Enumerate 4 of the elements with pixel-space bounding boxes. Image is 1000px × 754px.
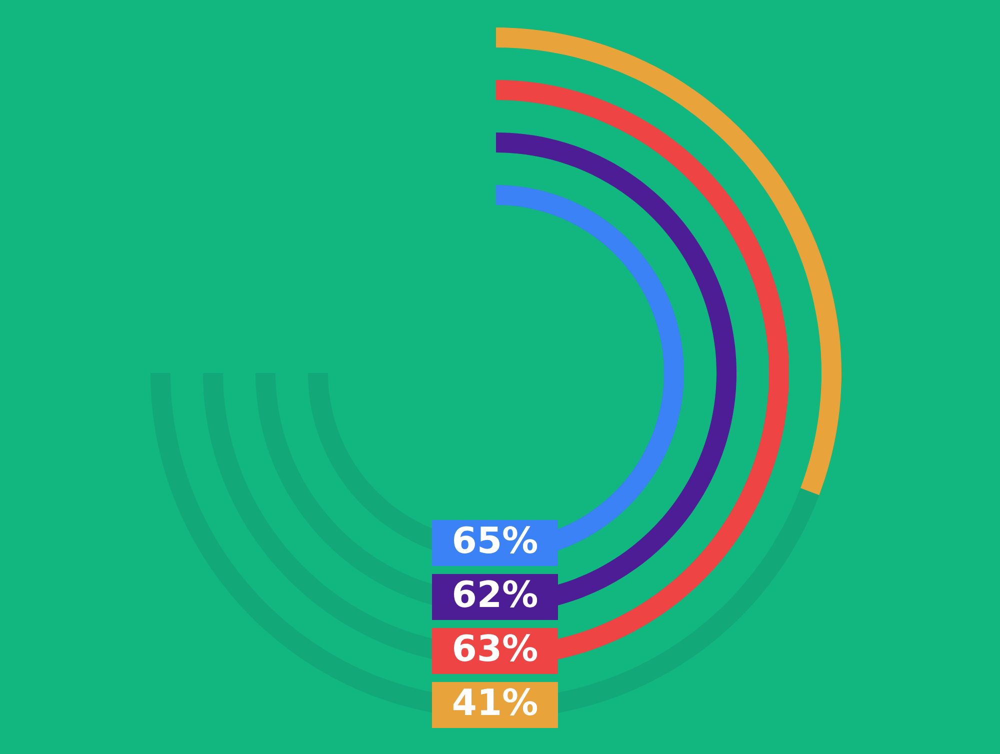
- data-label: 63%: [454, 634, 538, 662]
- data-label: 65%: [454, 526, 538, 554]
- data-label: 62%: [454, 580, 538, 608]
- data-label: 41%: [453, 688, 538, 716]
